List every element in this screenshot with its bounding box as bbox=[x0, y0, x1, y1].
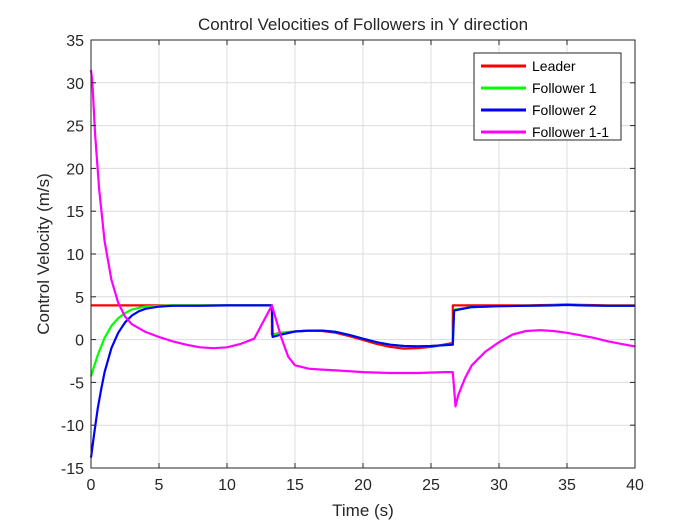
y-tick-label: -10 bbox=[61, 418, 84, 435]
x-tick-label: 25 bbox=[422, 477, 440, 494]
y-tick-label: 20 bbox=[66, 161, 84, 178]
y-tick-label: -15 bbox=[61, 461, 84, 478]
y-tick-label: 35 bbox=[66, 33, 84, 50]
x-tick-label: 15 bbox=[286, 477, 304, 494]
y-tick-label: 15 bbox=[66, 204, 84, 221]
series-line-follower-2 bbox=[89, 303, 635, 458]
ticks: 0 5 10 15 20 25 30 35 40 -15 -10 -5 0 5 10 15 20 25 30 35 bbox=[61, 33, 644, 494]
y-tick-label: 10 bbox=[66, 247, 84, 264]
x-tick-label: 0 bbox=[87, 477, 96, 494]
x-tick-label: 40 bbox=[626, 477, 644, 494]
x-tick-label: 5 bbox=[155, 477, 164, 494]
x-axis-label: Time (s) bbox=[332, 501, 394, 520]
x-tick-label: 30 bbox=[490, 477, 508, 494]
chart-title: Control Velocities of Followers in Y dir… bbox=[198, 15, 528, 34]
legend-label-follower-1: Follower 1 bbox=[532, 80, 597, 96]
y-tick-label: 5 bbox=[75, 290, 84, 307]
series-line-follower-1-1 bbox=[89, 69, 636, 408]
y-tick-label: 25 bbox=[66, 119, 84, 136]
y-tick-label: 0 bbox=[75, 333, 84, 350]
y-axis-label: Control Velocity (m/s) bbox=[34, 173, 53, 335]
x-tick-label: 10 bbox=[218, 477, 236, 494]
legend: Leader Follower 1 Follower 2 Follower 1-1 bbox=[473, 52, 622, 141]
y-tick-label: -5 bbox=[70, 375, 84, 392]
legend-label-leader: Leader bbox=[532, 58, 576, 74]
legend-label-follower-2: Follower 2 bbox=[532, 102, 597, 118]
legend-label-follower-1-1: Follower 1-1 bbox=[532, 124, 609, 140]
series-lines bbox=[89, 69, 636, 458]
y-tick-label: 30 bbox=[66, 76, 84, 93]
x-tick-label: 20 bbox=[354, 477, 372, 494]
x-tick-label: 35 bbox=[558, 477, 576, 494]
